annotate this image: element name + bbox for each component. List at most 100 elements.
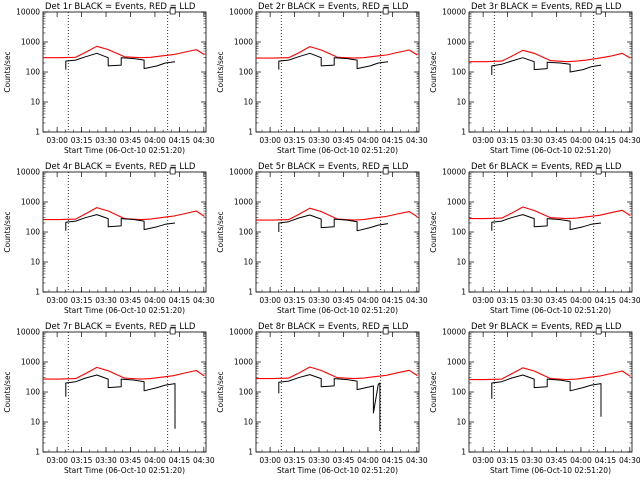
y-tick-label: 10000 <box>229 8 253 17</box>
x-tick-label: 03:30 <box>95 296 117 305</box>
plot-frame <box>255 11 420 133</box>
y-tick-label: 1 <box>461 128 466 137</box>
marker-box <box>382 7 389 15</box>
x-tick-label: 03:15 <box>497 296 519 305</box>
y-tick-label: 10 <box>30 258 40 267</box>
y-axis-label: Counts/sec <box>3 51 12 92</box>
x-tick-label: 04:00 <box>570 296 592 305</box>
plot-frame <box>468 331 633 453</box>
x-axis-label: Start Time (06-Oct-10 02:51:20) <box>64 146 185 155</box>
y-tick-label: 1000 <box>21 358 40 367</box>
y-axis-label: Counts/sec <box>429 51 438 92</box>
y-tick-label: 1000 <box>21 38 40 47</box>
x-tick-label: 03:30 <box>95 136 117 145</box>
x-axis-label: Start Time (06-Oct-10 02:51:20) <box>64 466 185 475</box>
x-tick-label: 03:15 <box>497 456 519 465</box>
y-tick-label: 100 <box>452 228 467 237</box>
y-axis-label: Counts/sec <box>429 211 438 252</box>
x-tick-label: 03:00 <box>472 136 494 145</box>
x-tick-label: 04:00 <box>144 296 166 305</box>
y-tick-label: 10 <box>30 418 40 427</box>
y-tick-label: 1 <box>35 448 40 457</box>
y-tick-label: 10000 <box>442 8 466 17</box>
y-tick-label: 1000 <box>447 198 466 207</box>
x-tick-label: 03:45 <box>546 136 568 145</box>
y-tick-label: 10 <box>243 98 253 107</box>
series-lld-line <box>256 207 418 221</box>
x-tick-label: 04:30 <box>193 296 215 305</box>
plot-frame <box>42 11 207 133</box>
y-tick-label: 100 <box>239 68 254 77</box>
x-tick-label: 04:15 <box>169 136 191 145</box>
x-tick-label: 04:00 <box>144 136 166 145</box>
x-tick-label: 03:30 <box>521 136 543 145</box>
y-tick-label: 1 <box>248 448 253 457</box>
y-tick-label: 100 <box>26 388 41 397</box>
y-tick-label: 10000 <box>442 328 466 337</box>
y-tick-label: 100 <box>452 68 467 77</box>
series-events-line <box>491 57 602 75</box>
y-tick-label: 10 <box>456 258 466 267</box>
x-axis-label: Start Time (06-Oct-10 02:51:20) <box>277 146 398 155</box>
x-tick-label: 03:45 <box>546 296 568 305</box>
x-tick-label: 03:15 <box>284 136 306 145</box>
x-tick-label: 03:00 <box>46 456 68 465</box>
y-axis-label: Counts/sec <box>3 371 12 412</box>
x-tick-label: 04:30 <box>619 456 640 465</box>
y-axis-label: Counts/sec <box>3 211 12 252</box>
x-tick-label: 04:15 <box>169 456 191 465</box>
x-tick-label: 03:45 <box>333 136 355 145</box>
series-lld-line <box>469 49 631 63</box>
panel-det-8: Det 8r BLACK = Events, RED = LLD 1 10 100 10… <box>216 322 428 475</box>
plot-frame <box>468 171 633 293</box>
panel-det-1: Det 1r BLACK = Events, RED = LLD 1 10 100 10… <box>3 2 215 155</box>
x-tick-label: 04:30 <box>619 296 640 305</box>
x-tick-label: 03:15 <box>284 296 306 305</box>
x-tick-label: 04:15 <box>169 296 191 305</box>
y-tick-label: 10000 <box>229 168 253 177</box>
panel-title: Det 8r BLACK = Events, RED = LLD <box>258 322 409 332</box>
y-tick-label: 1 <box>248 128 253 137</box>
x-tick-label: 03:15 <box>497 136 519 145</box>
y-axis-label: Counts/sec <box>216 211 225 252</box>
x-tick-label: 03:00 <box>472 456 494 465</box>
x-tick-label: 03:15 <box>71 296 93 305</box>
series-events-line <box>278 214 389 232</box>
x-tick-label: 03:00 <box>46 136 68 145</box>
x-tick-label: 04:30 <box>406 296 428 305</box>
plot-frame <box>255 171 420 293</box>
x-tick-label: 04:00 <box>144 456 166 465</box>
x-tick-label: 03:45 <box>120 456 142 465</box>
series-lld-line <box>469 206 631 220</box>
marker-box <box>595 7 602 15</box>
x-tick-label: 04:00 <box>357 456 379 465</box>
x-tick-label: 03:15 <box>71 136 93 145</box>
x-tick-label: 03:45 <box>333 456 355 465</box>
marker-box <box>595 327 602 335</box>
marker-box <box>169 327 176 335</box>
y-tick-label: 10000 <box>229 328 253 337</box>
panel-title: Det 6r BLACK = Events, RED = LLD <box>471 162 622 172</box>
marker-box <box>382 167 389 175</box>
y-tick-label: 10000 <box>16 328 40 337</box>
plot-frame <box>42 331 207 453</box>
x-tick-label: 03:45 <box>546 456 568 465</box>
x-tick-label: 04:15 <box>382 136 404 145</box>
plot-frame <box>255 331 420 453</box>
y-tick-label: 10000 <box>16 8 40 17</box>
y-tick-label: 10 <box>456 418 466 427</box>
x-tick-label: 03:00 <box>259 296 281 305</box>
y-tick-label: 1 <box>461 288 466 297</box>
x-axis-label: Start Time (06-Oct-10 02:51:20) <box>277 306 398 315</box>
x-tick-label: 03:00 <box>46 296 68 305</box>
x-tick-label: 04:15 <box>595 296 617 305</box>
series-events-line <box>491 214 602 231</box>
panel-title: Det 5r BLACK = Events, RED = LLD <box>258 162 409 172</box>
y-tick-label: 1000 <box>447 358 466 367</box>
y-tick-label: 1 <box>461 448 466 457</box>
x-tick-label: 03:45 <box>333 296 355 305</box>
x-tick-label: 04:30 <box>406 136 428 145</box>
panel-title: Det 1r BLACK = Events, RED = LLD <box>45 2 196 12</box>
x-axis-label: Start Time (06-Oct-10 02:51:20) <box>490 466 611 475</box>
